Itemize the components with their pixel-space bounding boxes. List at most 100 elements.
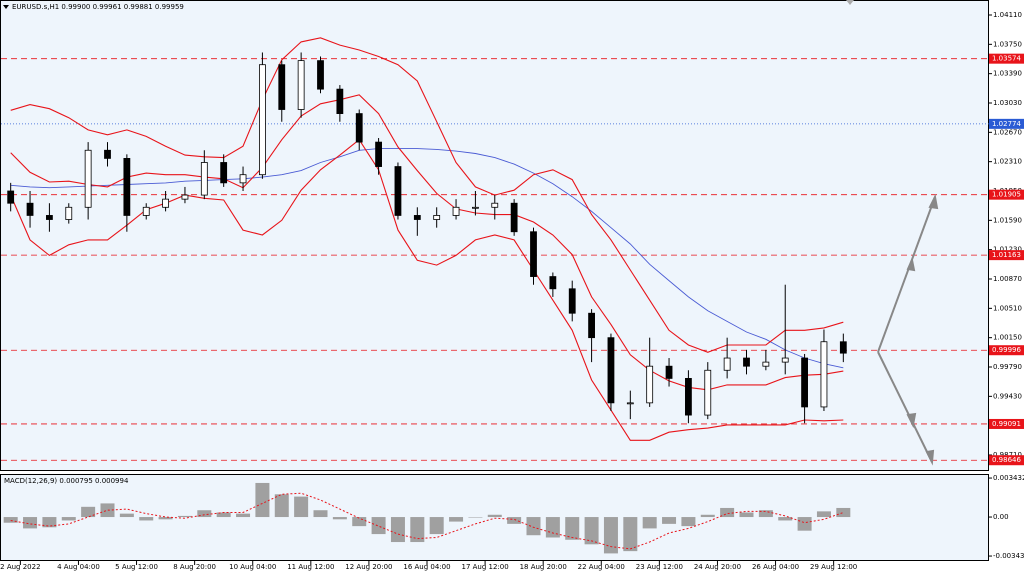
- macd-bar: [42, 517, 57, 528]
- macd-bar: [3, 517, 18, 523]
- y-tick-label: 0.003432: [993, 474, 1024, 482]
- arrow-head: [906, 412, 917, 429]
- arrow-head: [928, 193, 939, 210]
- macd-bar: [371, 517, 386, 535]
- price-level-box: [989, 455, 1024, 466]
- macd-bar: [390, 517, 405, 543]
- arrow-head: [906, 256, 916, 272]
- y-tick-label: 1.00510: [993, 304, 1022, 312]
- candle-body: [704, 369, 712, 416]
- candle-body: [491, 202, 499, 208]
- candle-body: [626, 402, 634, 405]
- candle-body: [839, 341, 847, 354]
- price-level-label: 1.03574: [992, 55, 1021, 63]
- y-tick-label: 1.03030: [993, 99, 1022, 107]
- candle-body: [510, 202, 518, 233]
- macd-bar: [197, 510, 212, 518]
- macd-bar: [487, 514, 502, 518]
- price-level-label: 1.01905: [992, 191, 1021, 199]
- price-level-label: 0.98646: [992, 456, 1021, 464]
- macd-bar: [797, 517, 812, 531]
- y-tick-label: 1.01590: [993, 216, 1022, 224]
- price-level-box: [989, 418, 1024, 429]
- candle-body: [278, 64, 286, 110]
- candle-body: [433, 215, 441, 220]
- candle-body: [743, 357, 750, 367]
- macd-bar: [603, 517, 618, 554]
- y-tick-label: 1.00870: [993, 275, 1022, 283]
- forecast-arrows: [877, 193, 939, 466]
- macd-signal: [10, 492, 844, 550]
- price-level-box: [989, 118, 1024, 129]
- price-level-box: [989, 189, 1024, 200]
- y-tick-label: 1.03750: [993, 40, 1022, 48]
- x-tick-label: 22 Aug 04:00: [578, 563, 625, 571]
- plot-layer: 1.04110 1.03750 1.03390 1.03030 1.02670 1.023…: [0, 11, 1024, 571]
- x-tick-label: 4 Aug 04:00: [57, 563, 100, 571]
- y-tick-label: 0.99430: [993, 392, 1022, 400]
- macd-bar: [681, 517, 696, 527]
- y-tick-label: 1.03390: [993, 70, 1022, 78]
- candle-body: [607, 337, 615, 404]
- price-level-label: 1.01163: [992, 251, 1021, 259]
- candle-body: [142, 206, 150, 216]
- price-level-box: [989, 53, 1024, 64]
- candle-body: [336, 88, 344, 114]
- macd-bar: [139, 517, 154, 521]
- x-tick-label: 26 Aug 04:00: [752, 563, 799, 571]
- y-tick-label: 0.99790: [993, 363, 1022, 371]
- macd-bar: [81, 506, 96, 518]
- macd-bar: [545, 517, 560, 538]
- macd-bar: [662, 517, 677, 524]
- macd-bar: [23, 517, 38, 529]
- candle-body: [413, 215, 421, 220]
- x-tick-label: 8 Aug 20:00: [173, 563, 216, 571]
- x-tick-label: 17 Aug 12:00: [461, 563, 508, 571]
- candle-body: [781, 357, 789, 363]
- candle-body: [685, 378, 692, 416]
- macd-bar: [332, 517, 347, 520]
- macd-bar: [778, 517, 793, 521]
- candle-body: [46, 215, 53, 220]
- macd-bar: [836, 507, 851, 518]
- macd-bar: [61, 517, 76, 521]
- candle-body: [646, 365, 654, 404]
- macd-bar: [642, 517, 657, 529]
- y-tick-label: 1.04110: [993, 11, 1022, 19]
- bollinger-upper: [10, 37, 844, 353]
- x-tick-label: 12 Aug 20:00: [345, 563, 392, 571]
- macd-bar: [700, 514, 715, 518]
- candle-body: [452, 206, 460, 216]
- macd-bar: [255, 482, 270, 518]
- price-level-box: [989, 345, 1024, 356]
- candle-body: [820, 341, 828, 408]
- candle-body: [355, 113, 363, 143]
- y-tick-label: 1.02670: [993, 128, 1022, 136]
- macd-bar: [468, 517, 483, 518]
- candle-body: [162, 198, 169, 208]
- macd-bar: [410, 517, 425, 543]
- macd-bar: [236, 513, 251, 518]
- macd-bar: [119, 513, 134, 518]
- y-tick-label: 1.02310: [993, 158, 1022, 166]
- macd-bar: [158, 517, 173, 520]
- macd-bar: [565, 517, 580, 540]
- chart-title: EURUSD.s,H1 0.99900 0.99961 0.99881 0.99…: [12, 3, 184, 11]
- price-level-box: [989, 250, 1024, 261]
- candle-body: [123, 158, 131, 216]
- macd-bar: [720, 507, 735, 518]
- macd-bar: [352, 517, 367, 527]
- macd-bar: [526, 517, 541, 536]
- y-tick-label: 1.01230: [993, 246, 1022, 254]
- candle-body: [104, 149, 111, 159]
- candle-body: [7, 190, 15, 204]
- candle-body: [530, 231, 537, 277]
- candle-body: [65, 206, 73, 220]
- candle-body: [317, 60, 324, 90]
- x-tick-label: 29 Aug 12:00: [810, 563, 857, 571]
- candle-body: [259, 64, 266, 176]
- macd-bar: [584, 517, 599, 545]
- candle-body: [549, 276, 557, 290]
- candle-body: [375, 141, 382, 167]
- candle-body: [220, 162, 228, 184]
